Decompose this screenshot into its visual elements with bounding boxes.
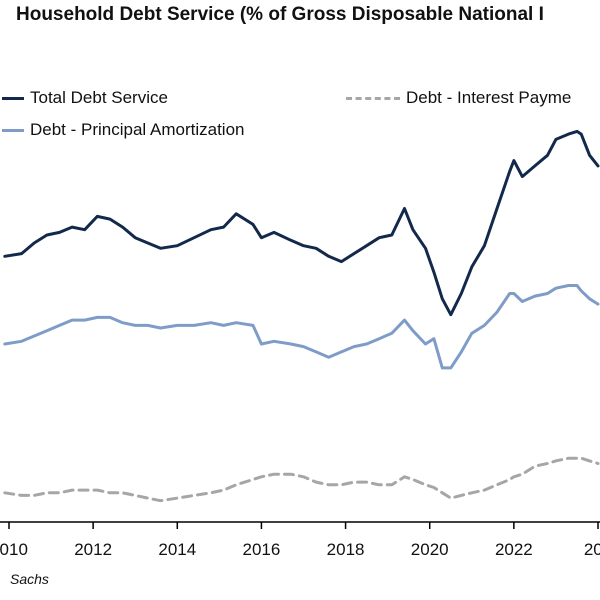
x-tick-label-2018: 2018 (327, 540, 365, 559)
x-tick-label-2016: 2016 (243, 540, 281, 559)
legend-swatch-total (2, 96, 24, 100)
legend-label-total: Total Debt Service (30, 88, 168, 107)
x-tick-label-2012: 2012 (74, 540, 112, 559)
legend-item-interest: Debt - Interest Payme (346, 88, 571, 108)
legend-item-principal: Debt - Principal Amortization (2, 120, 244, 140)
series-line-debt-principal-amortization (3, 284, 600, 370)
legend-swatch-principal (2, 128, 24, 132)
legend-label-principal: Debt - Principal Amortization (30, 120, 245, 139)
series-line-debt-interest-payme (3, 456, 600, 503)
source-note: Sachs (10, 571, 49, 587)
legend-label-interest: Debt - Interest Payme (406, 88, 572, 107)
x-tick-label-2020: 2020 (411, 540, 449, 559)
x-tick-label-2014: 2014 (158, 540, 196, 559)
x-tick-label-2010: 2010 (0, 540, 28, 559)
series-line-total-debt-service (3, 129, 600, 317)
legend-item-total: Total Debt Service (2, 88, 168, 108)
x-tick-label-2022: 2022 (495, 540, 533, 559)
legend-swatch-interest (346, 96, 400, 100)
chart-title: Household Debt Service (% of Gross Dispo… (16, 4, 544, 25)
x-tick-label-202: 202 (584, 540, 600, 559)
